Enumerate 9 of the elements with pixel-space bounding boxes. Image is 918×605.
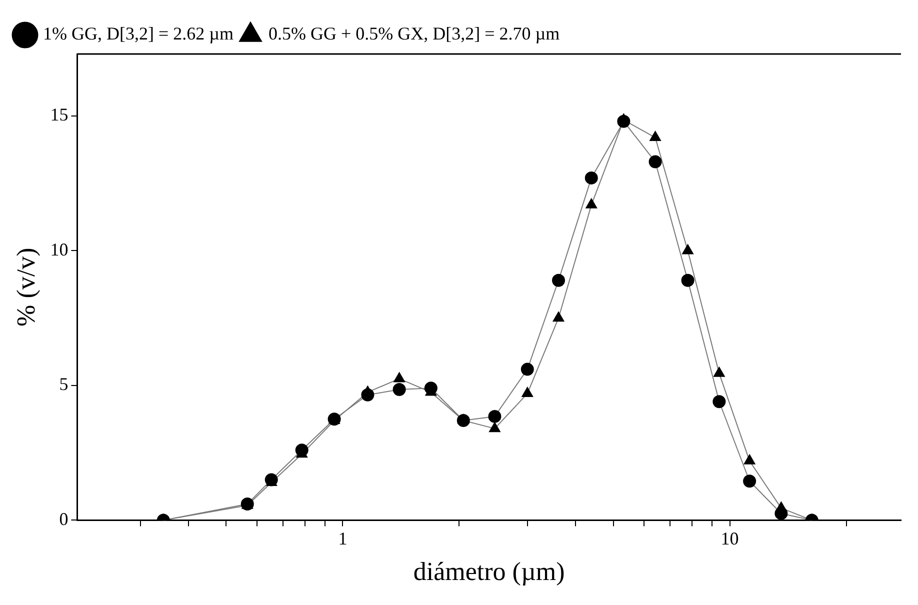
y-tick-label: 5 (59, 374, 68, 394)
x-tick-label: 1 (338, 528, 348, 549)
legend-label: 1% GG, D[3,2] = 2.62 µm (43, 24, 234, 44)
x-axis-title: diámetro (µm) (413, 557, 565, 586)
y-tick-label: 10 (50, 239, 68, 260)
legend-label: 0.5% GG + 0.5% GX, D[3,2] = 2.70 µm (268, 24, 560, 44)
y-tick-label: 0 (59, 508, 68, 529)
y-tick-label: 15 (50, 104, 68, 125)
y-axis-title: % (v/v) (11, 248, 40, 326)
